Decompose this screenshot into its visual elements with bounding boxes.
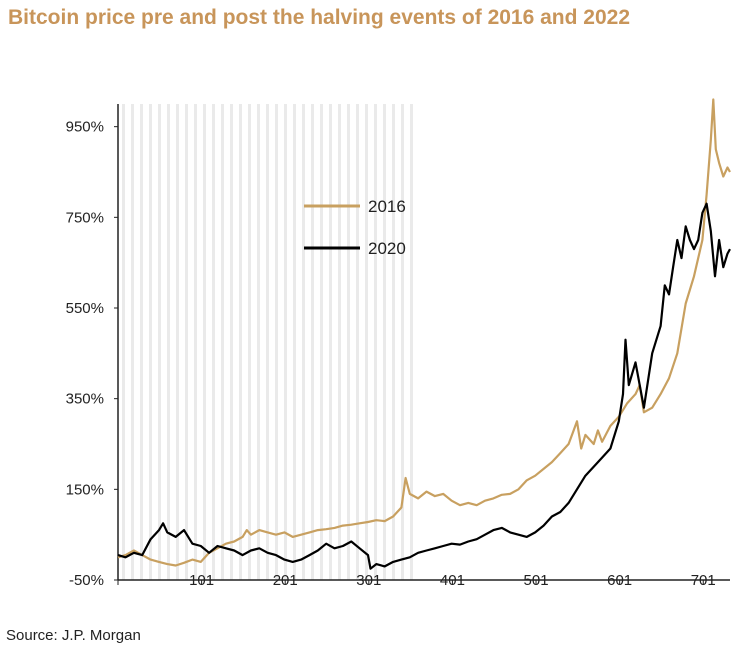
x-tick-label: 501 (524, 572, 549, 589)
source-note: Source: J.P. Morgan (6, 627, 141, 644)
x-tick-label: 201 (273, 572, 298, 589)
y-tick-label: 550% (66, 300, 104, 317)
shading-stripe (194, 104, 197, 580)
shading-stripe (365, 104, 368, 580)
series-line-2016 (117, 98, 731, 567)
shading-stripe (257, 104, 260, 580)
y-axis: -50% 150% 350% 550% 750% 950% (66, 104, 119, 589)
shading-stripe (221, 104, 224, 580)
shading-stripe (311, 104, 314, 580)
series-line-2020 (117, 202, 731, 570)
shading-stripe (329, 104, 332, 580)
shading-stripe (167, 104, 170, 580)
shading-stripe (248, 104, 251, 580)
y-tick-label: 150% (66, 481, 104, 498)
shading-stripe (410, 104, 413, 580)
x-tick-label: 301 (356, 572, 381, 589)
x-axis: 101 201 301 401 501 601 701 (117, 572, 730, 589)
shading-stripe (140, 104, 143, 580)
x-tick-label: 401 (440, 572, 465, 589)
shading-stripe (347, 104, 350, 580)
shading-stripe (284, 104, 287, 580)
shading-stripe (275, 104, 278, 580)
x-tick-label: 601 (607, 572, 632, 589)
chart-title: Bitcoin price pre and post the halving e… (8, 6, 631, 29)
shading-stripe (203, 104, 206, 580)
shading-stripe (122, 104, 125, 580)
x-tick-label: 701 (691, 572, 716, 589)
shading-stripe (338, 104, 341, 580)
shading-stripe (239, 104, 242, 580)
y-tick-label: 350% (66, 391, 104, 408)
legend: 2016 2020 (304, 197, 406, 258)
shading-stripe (212, 104, 215, 580)
x-tick-label: 101 (189, 572, 214, 589)
shading-stripe (383, 104, 386, 580)
series-lines (117, 98, 731, 570)
shading-stripe (158, 104, 161, 580)
shading-stripe (374, 104, 377, 580)
shading-stripe (356, 104, 359, 580)
shading-stripe (149, 104, 152, 580)
shading-stripe (185, 104, 188, 580)
y-tick-label: -50% (69, 572, 104, 589)
legend-label-2016: 2016 (368, 197, 406, 216)
shading-stripe (266, 104, 269, 580)
shading-stripe (302, 104, 305, 580)
shading-stripe (401, 104, 404, 580)
y-tick-label: 750% (66, 209, 104, 226)
shading-stripe (176, 104, 179, 580)
shading-stripe (230, 104, 233, 580)
shading-stripe (392, 104, 395, 580)
y-tick-label: 950% (66, 119, 104, 136)
shading-stripe (131, 104, 134, 580)
shading-stripe (320, 104, 323, 580)
legend-label-2020: 2020 (368, 239, 406, 258)
shading-stripe (293, 104, 296, 580)
shaded-period (122, 104, 413, 580)
